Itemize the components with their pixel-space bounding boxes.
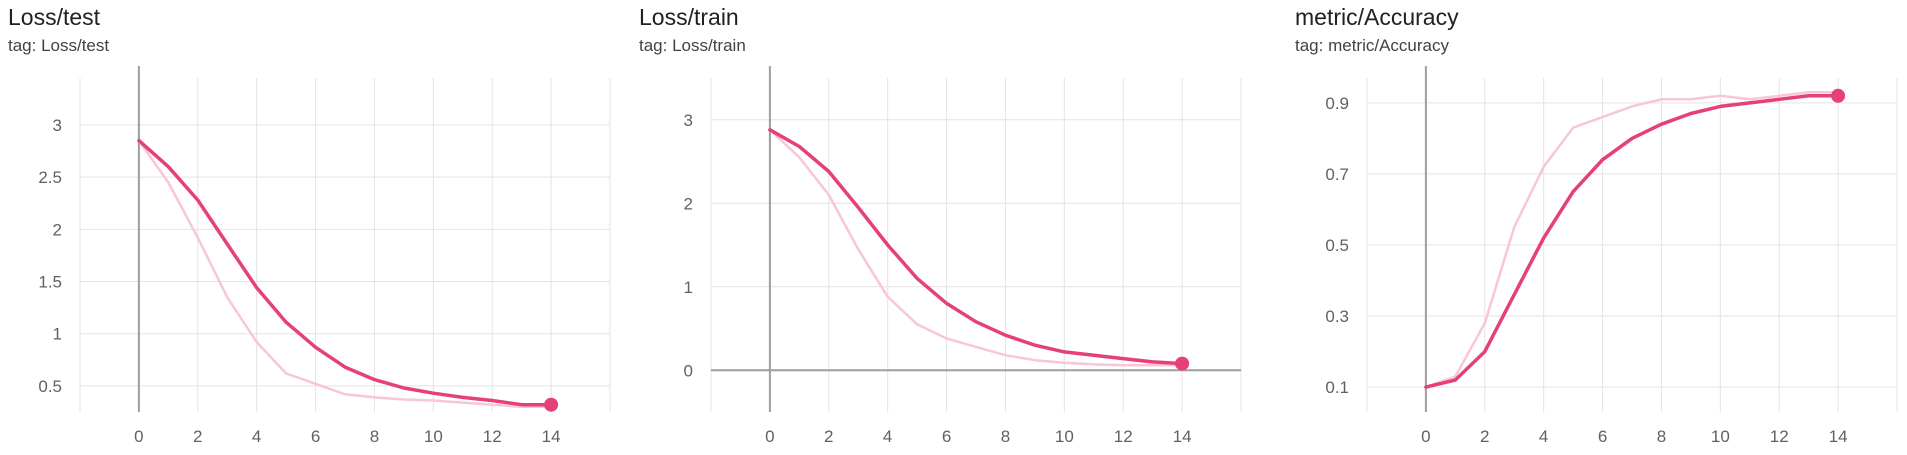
x-tick-label: 6: [311, 427, 320, 446]
chart-card-metric-accuracy: metric/Accuracy tag: metric/Accuracy 0 2 4…: [1287, 0, 1907, 455]
series-line-raw: [137, 139, 553, 409]
chart-tag: tag: metric/Accuracy: [1295, 36, 1449, 55]
series-end-point[interactable]: [1175, 356, 1190, 371]
x-tick-label: 4: [1539, 427, 1548, 446]
x-tick-label: 8: [1657, 427, 1666, 446]
x-tick-label: 8: [1001, 427, 1010, 446]
y-tick-label: 0.3: [1325, 307, 1349, 326]
x-tick-label: 4: [252, 427, 261, 446]
x-tick-label: 4: [883, 427, 892, 446]
x-tick-label: 6: [1598, 427, 1607, 446]
x-tick-label: 14: [542, 427, 561, 446]
series-line-smoothed: [137, 138, 553, 407]
x-tick-label: 8: [370, 427, 379, 446]
chart-title: Loss/test: [8, 4, 101, 30]
series-end-point[interactable]: [1831, 88, 1846, 103]
x-tick-label: 0: [134, 427, 143, 446]
chart-tag: tag: Loss/test: [8, 36, 110, 55]
y-tick-label: 0: [684, 361, 693, 380]
series-line-smoothed: [1424, 94, 1840, 389]
x-tick-label: 12: [1770, 427, 1789, 446]
y-tick-label: 2: [684, 194, 693, 213]
y-tick-label: 0.1: [1325, 378, 1349, 397]
series-line-smoothed: [768, 128, 1184, 366]
y-tick-label: 1.5: [38, 273, 62, 292]
y-tick-label: 0.5: [1325, 236, 1349, 255]
y-tick-label: 3: [53, 116, 62, 135]
x-tick-label: 10: [1055, 427, 1074, 446]
y-tick-label: 2: [53, 220, 62, 239]
chart-title: Loss/train: [639, 4, 739, 30]
chart-plot: 0 2 4 6 8 10 12 14 0.5 1 1.5 2 2.5 3: [38, 66, 611, 446]
x-tick-label: 2: [824, 427, 833, 446]
x-tick-label: 0: [765, 427, 774, 446]
y-tick-label: 0.5: [38, 377, 62, 396]
chart-card-loss-test: Loss/test tag: Loss/test 0 2 4 6 8 10 12 14 0.5 1…: [0, 0, 620, 455]
series-line-raw: [768, 128, 1184, 367]
y-tick-label: 0.7: [1325, 165, 1349, 184]
x-tick-label: 12: [1114, 427, 1133, 446]
x-tick-label: 6: [942, 427, 951, 446]
chart-plot: 0 2 4 6 8 10 12 14 0.1 0.3 0.5 0.7 0.9: [1325, 66, 1898, 446]
y-tick-label: 1: [684, 278, 693, 297]
x-tick-label: 14: [1173, 427, 1192, 446]
chart-title: metric/Accuracy: [1295, 4, 1459, 30]
x-tick-label: 10: [424, 427, 443, 446]
y-tick-label: 0.9: [1325, 94, 1349, 113]
series-end-point[interactable]: [544, 397, 559, 412]
x-tick-label: 2: [193, 427, 202, 446]
y-tick-label: 3: [684, 111, 693, 130]
x-tick-label: 2: [1480, 427, 1489, 446]
x-tick-label: 14: [1829, 427, 1848, 446]
y-tick-label: 1: [53, 325, 62, 344]
y-tick-label: 2.5: [38, 168, 62, 187]
x-tick-label: 0: [1421, 427, 1430, 446]
series-line-raw: [1424, 90, 1840, 389]
chart-card-loss-train: Loss/train tag: Loss/train 0 2 4 6 8 10 12 14 0 1…: [631, 0, 1251, 455]
x-tick-label: 12: [483, 427, 502, 446]
chart-tag: tag: Loss/train: [639, 36, 746, 55]
x-tick-label: 10: [1711, 427, 1730, 446]
